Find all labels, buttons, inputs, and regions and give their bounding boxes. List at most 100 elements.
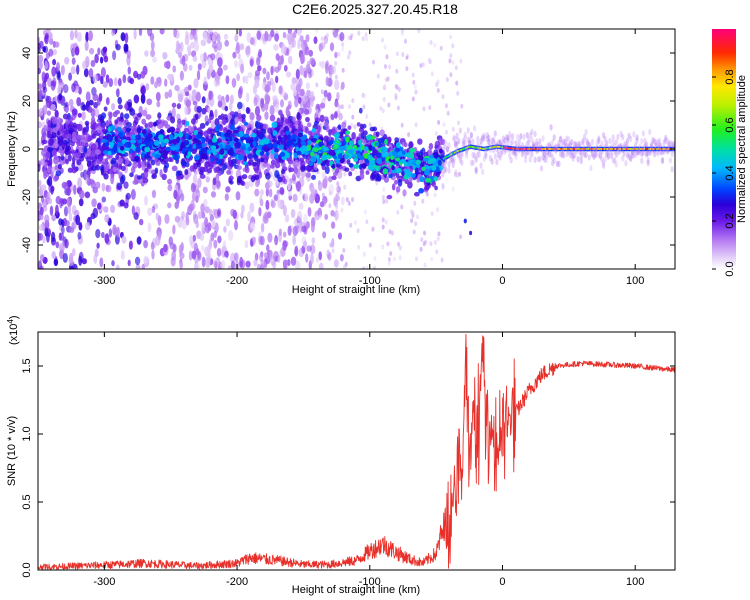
spectrogram-cell [501, 140, 505, 147]
spectrogram-cell [590, 151, 595, 158]
spectrogram-cell [544, 157, 548, 164]
spectrogram-cell [627, 153, 631, 161]
spectrogram-cell [201, 244, 205, 252]
spectrogram-cell [75, 214, 81, 226]
spectrogram-cell [136, 127, 142, 133]
spectrogram-cell [95, 181, 101, 189]
spectrogram-cell [299, 35, 304, 42]
spectrogram-cell [123, 113, 130, 120]
spectrogram-cell [161, 154, 166, 159]
spectrogram-cell [130, 139, 137, 144]
spectrogram-cell [222, 163, 228, 171]
spectrogram-cell [440, 257, 444, 263]
spectrogram-cell [303, 213, 308, 224]
spectrogram-cell [662, 139, 666, 146]
spectrogram-cell [605, 149, 609, 157]
spectrogram-cell [80, 171, 84, 178]
spectrogram-cell [208, 112, 215, 121]
spectrogram-cell [253, 96, 258, 107]
spectrogram-cell [374, 173, 380, 181]
spectrogram-cell [263, 145, 268, 151]
spectrogram-cell [315, 154, 320, 159]
spectrogram-cell [56, 130, 61, 136]
spectrogram-cell [51, 49, 58, 56]
spectrogram-cell [455, 132, 459, 139]
spectrogram-cell [264, 30, 269, 42]
spectrogram-cell [278, 136, 283, 143]
spectrogram-cell [485, 135, 489, 142]
spectrogram-cell [334, 209, 339, 221]
spectrogram-cell [259, 194, 263, 206]
spectrogram-cell [136, 73, 142, 80]
spectrogram-cell [503, 137, 507, 144]
spectrogram-cell [605, 148, 608, 150]
spectrogram-cell [41, 139, 48, 145]
spectrogram-cell [395, 141, 401, 149]
spectrogram-cell [212, 208, 217, 216]
spectrogram-cell [280, 129, 285, 137]
spectrogram-cell [369, 126, 375, 132]
spectrogram-cell [421, 166, 427, 172]
spectrogram-cell [65, 145, 70, 153]
spectrogram-cell [269, 114, 276, 122]
spectrogram-cell [622, 141, 626, 148]
spectrogram-cell [201, 136, 206, 144]
spectrogram-cell [155, 212, 159, 221]
spectrogram-cell [217, 170, 222, 177]
spectrogram-cell [122, 74, 127, 84]
spectrogram-cell [463, 140, 467, 147]
spectrogram-cell [539, 148, 543, 150]
spectrogram-cell [331, 175, 337, 181]
spectrogram-cell [586, 138, 590, 146]
spectrogram-cell [299, 157, 305, 163]
spectrogram-cell [247, 146, 253, 152]
spectrogram-cell [162, 120, 169, 127]
spectrogram-cell [436, 207, 440, 213]
spectrogram-cell [220, 113, 225, 121]
spectrogram-cell [622, 150, 626, 157]
spectrogram-cell [498, 139, 502, 146]
spectrogram-cell [333, 79, 340, 90]
spectrogram-cell [176, 175, 183, 181]
spectrogram-cell [76, 140, 81, 147]
spectrogram-cell [171, 102, 177, 108]
spectrogram-cell [185, 120, 190, 127]
spectrogram-cell [451, 163, 455, 169]
spectrogram-cell [199, 174, 206, 179]
spectrogram-cell [324, 38, 328, 44]
spectrogram-cell [416, 214, 420, 220]
spectrogram-cell [127, 259, 131, 267]
spectrogram-cell [213, 45, 218, 53]
spectrogram-cell [449, 53, 453, 59]
spectrogram-cell [77, 177, 83, 189]
spectrogram-cell [183, 139, 190, 146]
spectrogram-cell [565, 148, 568, 150]
spectrogram-cell [256, 263, 261, 269]
spectrogram-cell [114, 119, 119, 125]
spectrogram-cell [573, 141, 577, 148]
spectrogram-cell [108, 77, 114, 88]
spectrogram-cell [323, 121, 329, 128]
spectrogram-cell [150, 49, 156, 58]
spectrogram-cell [225, 186, 231, 193]
spectrogram-cell [559, 151, 563, 158]
spectrogram-cell [191, 250, 197, 260]
spectrogram-cell [554, 148, 557, 150]
spectrogram-cell [48, 138, 54, 147]
spectrogram-cell [414, 167, 419, 174]
snr-y-label: SNR (10 * v/v) [6, 416, 18, 486]
spectrogram-cell [567, 136, 571, 143]
spectrogram-cell [320, 89, 324, 95]
spectrogram-cell [410, 152, 415, 159]
spectrogram-cell [119, 199, 125, 207]
spectrogram-cell [175, 47, 181, 55]
spectrogram-cell [157, 112, 162, 119]
spectrogram-cell [135, 264, 141, 269]
spectrogram-cell [101, 138, 108, 143]
snr-y-ticks: 0.00.51.01.5 [21, 358, 675, 578]
spectrogram-cell [197, 211, 203, 219]
spectrogram-cell [281, 175, 286, 183]
spectrogram-cell [249, 112, 255, 121]
spectrogram-cell [300, 145, 308, 151]
spectrogram-cell [142, 170, 149, 179]
